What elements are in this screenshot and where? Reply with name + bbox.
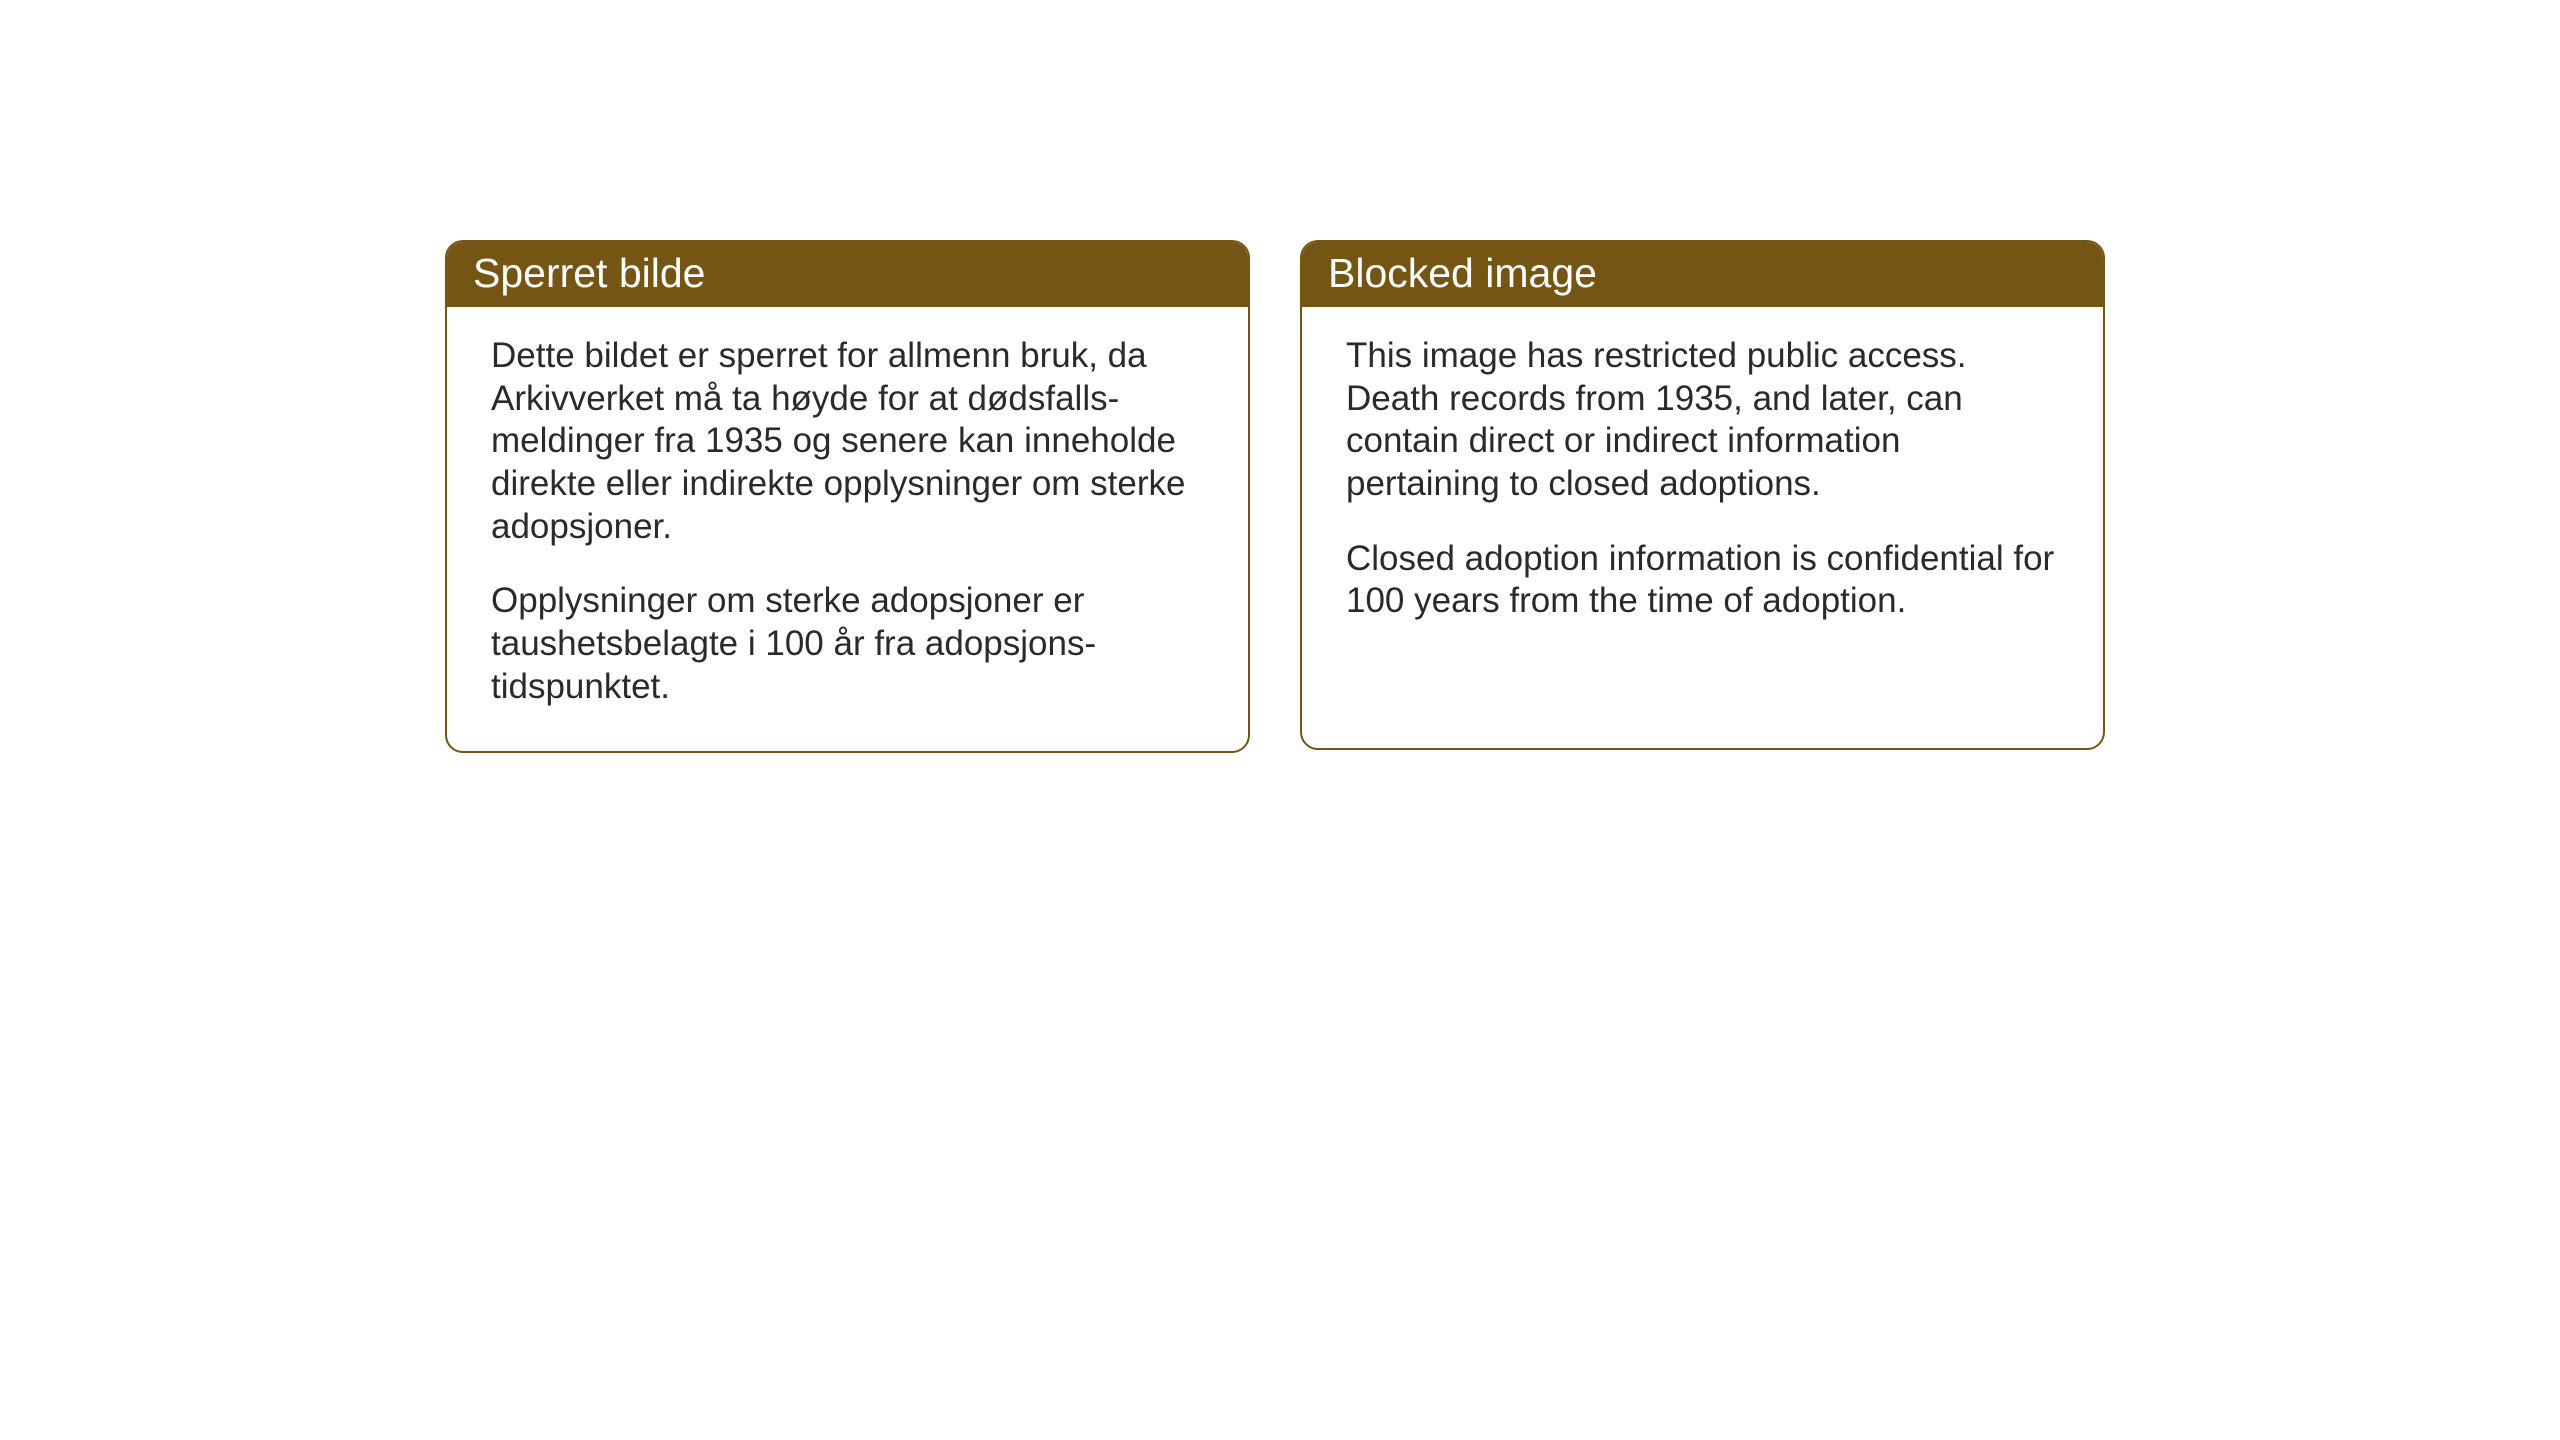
card-header-norwegian: Sperret bilde xyxy=(447,242,1248,307)
card-title-norwegian: Sperret bilde xyxy=(473,250,705,296)
card-body-norwegian: Dette bildet er sperret for allmenn bruk… xyxy=(447,307,1248,751)
card-paragraph-2-norwegian: Opplysninger om sterke adopsjoner er tau… xyxy=(491,580,1204,708)
card-paragraph-1-english: This image has restricted public access.… xyxy=(1346,335,2059,506)
card-header-english: Blocked image xyxy=(1302,242,2103,307)
card-paragraph-2-english: Closed adoption information is confident… xyxy=(1346,538,2059,623)
notice-container: Sperret bilde Dette bildet er sperret fo… xyxy=(445,240,2105,753)
card-paragraph-1-norwegian: Dette bildet er sperret for allmenn bruk… xyxy=(491,335,1204,548)
notice-card-english: Blocked image This image has restricted … xyxy=(1300,240,2105,750)
notice-card-norwegian: Sperret bilde Dette bildet er sperret fo… xyxy=(445,240,1250,753)
card-title-english: Blocked image xyxy=(1328,250,1597,296)
card-body-english: This image has restricted public access.… xyxy=(1302,307,2103,665)
